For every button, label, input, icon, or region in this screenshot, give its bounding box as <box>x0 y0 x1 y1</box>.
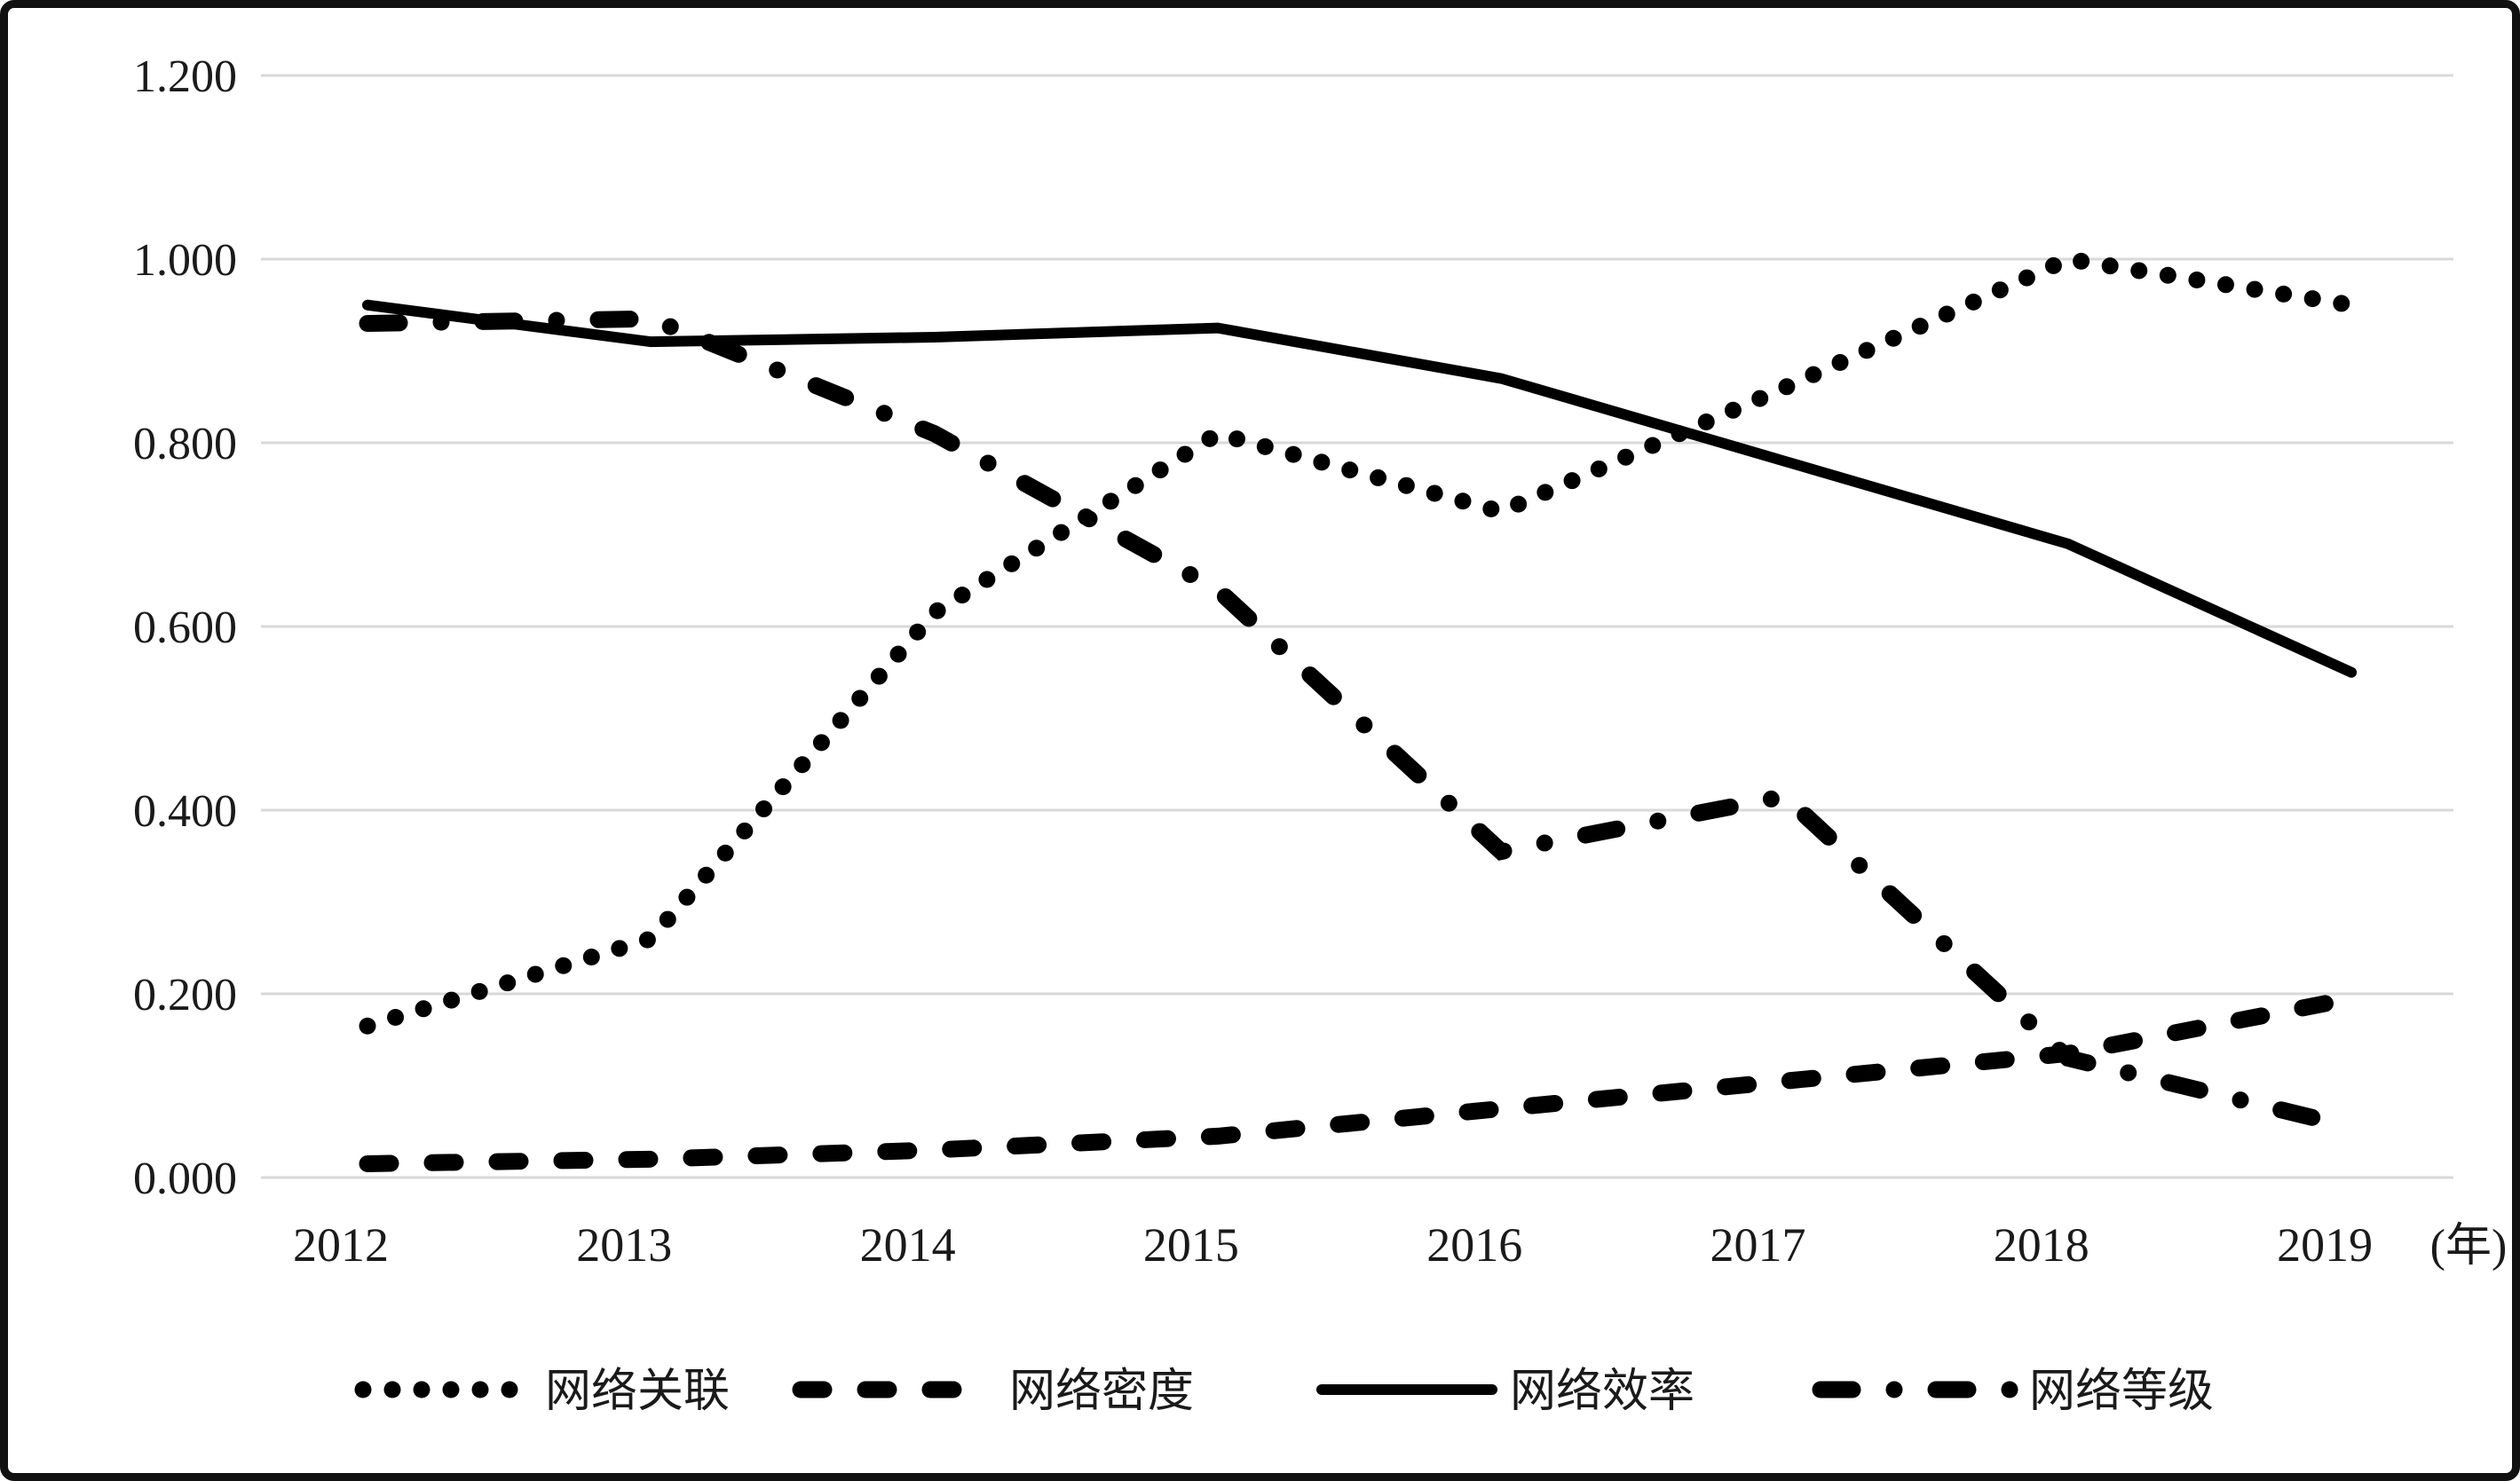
x-tick-label: 2017 <box>1710 1218 1806 1272</box>
y-tick-label: 1.200 <box>133 51 237 102</box>
x-tick-label: 2013 <box>576 1218 672 1272</box>
x-axis-unit-label: (年) <box>2430 1221 2508 1272</box>
series-line-dashdot <box>359 310 2360 1136</box>
y-tick-label: 0.600 <box>133 603 237 653</box>
legend-label: 网络等级 <box>2029 1367 2214 1417</box>
series-line-solid <box>362 299 2358 678</box>
legend-label: 网络密度 <box>1009 1367 1194 1417</box>
y-tick-label: 0.200 <box>133 970 237 1020</box>
legend-label: 网络关联 <box>545 1367 730 1417</box>
x-tick-label: 2019 <box>2277 1218 2373 1272</box>
y-tick-label: 1.000 <box>133 235 237 286</box>
x-tick-label: 2012 <box>293 1218 389 1272</box>
x-tick-label: 2016 <box>1426 1218 1522 1272</box>
series-line-dashed <box>359 989 2360 1172</box>
x-tick-label: 2015 <box>1143 1218 1239 1272</box>
y-tick-label: 0.400 <box>133 786 237 837</box>
x-tick-label: 2018 <box>1994 1218 2089 1272</box>
line-chart: 0.000 0.200 0.400 0.600 0.800 1.000 1.200 2012 2… <box>133 51 2508 1417</box>
y-tick-label: 0.000 <box>133 1154 237 1204</box>
series-line-dotted <box>359 250 2360 1035</box>
legend-label: 网络效率 <box>1510 1367 1694 1417</box>
y-tick-label: 0.800 <box>133 419 237 469</box>
x-tick-label: 2014 <box>860 1218 956 1272</box>
